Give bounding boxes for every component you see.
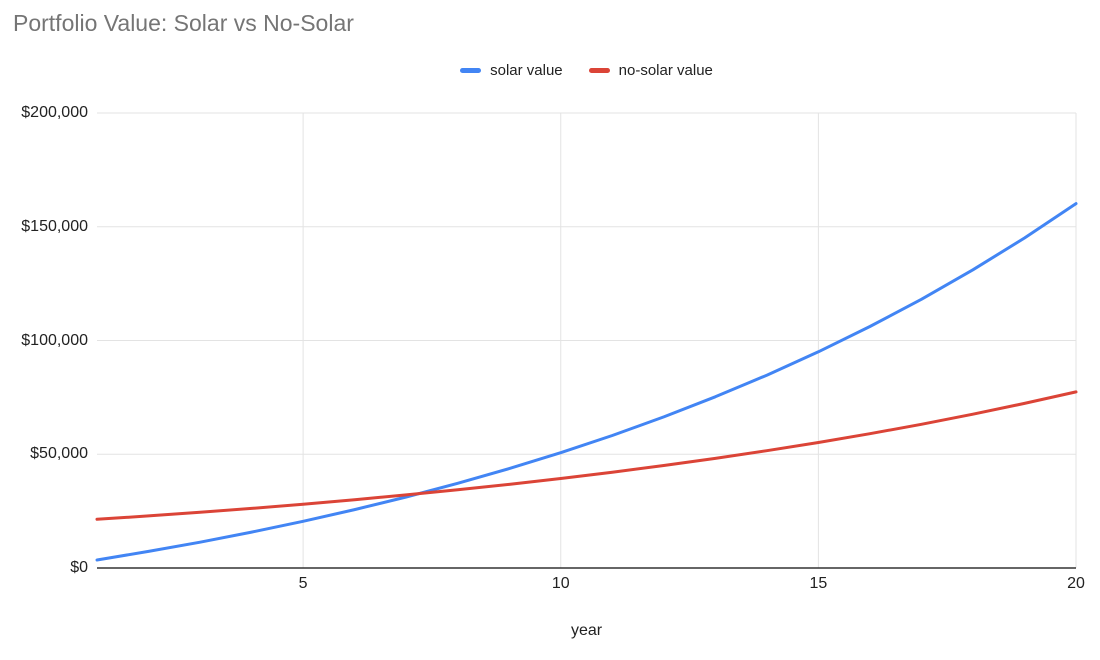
y-tick-label: $50,000 — [30, 445, 88, 463]
y-tick-label: $150,000 — [21, 217, 88, 235]
chart-title: Portfolio Value: Solar vs No-Solar — [13, 10, 354, 36]
legend-item-solar-value: solar value — [460, 62, 563, 79]
y-axis-labels: $0 $50,000 $100,000 $150,000 $200,000 — [0, 0, 88, 660]
legend: solar value no-solar value — [97, 62, 1076, 79]
legend-swatch-no-solar-value — [588, 68, 610, 73]
series-line-solar-value — [95, 202, 1078, 562]
legend-label-solar-value: solar value — [490, 62, 563, 79]
x-tick-label: 5 — [298, 575, 308, 592]
y-tick-label: $100,000 — [21, 331, 88, 349]
x-tick-label: 15 — [809, 575, 828, 592]
x-tick-label: 20 — [1067, 575, 1085, 592]
y-tick-label: $200,000 — [21, 104, 88, 121]
legend-label-no-solar-value: no-solar value — [618, 62, 713, 79]
legend-item-no-solar-value: no-solar value — [588, 62, 713, 79]
series-line-no-solar-value — [95, 390, 1078, 521]
y-tick-label: $0 — [70, 559, 88, 576]
x-tick-label: 10 — [551, 575, 570, 592]
legend-swatch-solar-value — [460, 68, 482, 73]
x-axis-title: year — [570, 622, 603, 639]
